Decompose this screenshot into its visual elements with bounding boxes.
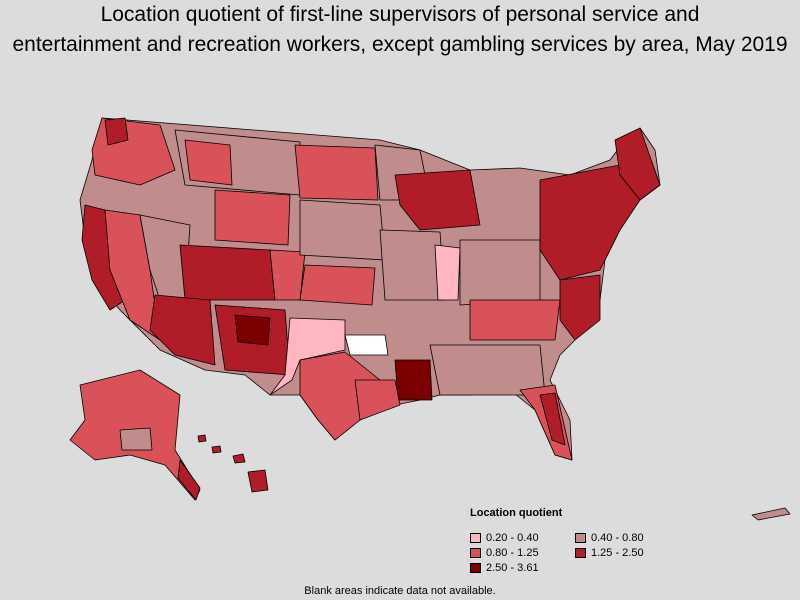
region-appalachia xyxy=(469,299,561,341)
legend-title: Location quotient xyxy=(470,507,563,519)
region-wyoming xyxy=(214,189,291,246)
title-line-1: Location quotient of first-line supervis… xyxy=(100,3,700,26)
alaska-south xyxy=(119,427,153,451)
legend-label: 0.80 - 1.25 xyxy=(486,546,539,559)
map-legend: Location quotient 0.20 - 0.40 0.40 - 0.8… xyxy=(470,507,770,574)
region-northeast xyxy=(539,164,641,281)
region-colorado-east xyxy=(269,249,306,301)
hawaii-kauai xyxy=(197,434,207,443)
region-dakotas xyxy=(294,144,379,201)
hawaii-oahu xyxy=(211,445,222,454)
hawaii-maui xyxy=(232,453,246,464)
legend-label: 0.40 - 0.80 xyxy=(591,531,644,544)
legend-label: 2.50 - 3.61 xyxy=(486,561,539,574)
region-illinois-pink xyxy=(434,244,461,301)
title-line-2: entertainment and recreation workers, ex… xyxy=(12,33,788,56)
legend-item-3: 0.80 - 1.25 xyxy=(470,546,575,559)
region-kansas-red xyxy=(299,264,376,306)
region-arizona xyxy=(149,294,216,366)
legend-swatch xyxy=(575,547,586,558)
region-florida-coast xyxy=(539,392,566,446)
legend-item-2: 0.40 - 0.80 xyxy=(575,531,680,544)
legend-item-4: 1.25 - 2.50 xyxy=(575,546,680,559)
legend-label: 1.25 - 2.50 xyxy=(591,546,644,559)
region-washington-coast xyxy=(104,117,129,146)
legend-swatch xyxy=(575,532,586,543)
region-wisconsin-michigan xyxy=(394,169,481,231)
region-atlantic-coast xyxy=(559,274,601,341)
region-utah-colorado xyxy=(179,244,276,301)
region-montana-west xyxy=(184,139,233,186)
legend-swatch xyxy=(470,562,481,573)
region-oklahoma-blank xyxy=(344,334,389,356)
legend-label: 0.20 - 0.40 xyxy=(486,531,539,544)
footnote: Blank areas indicate data not available. xyxy=(304,585,496,597)
hawaii-big-island xyxy=(247,469,269,493)
legend-swatch xyxy=(470,547,481,558)
legend-item-5: 2.50 - 3.61 xyxy=(470,561,575,574)
region-ohio-valley xyxy=(459,239,541,306)
legend-item-1: 0.20 - 0.40 xyxy=(470,531,575,544)
region-mississippi-delta xyxy=(394,359,433,401)
us-choropleth-map xyxy=(69,117,791,521)
alaska-panhandle xyxy=(177,459,201,501)
region-texas-panhandle xyxy=(269,317,346,396)
legend-swatch xyxy=(470,532,481,543)
region-east-texas-coast xyxy=(354,379,401,421)
puerto-rico xyxy=(751,507,791,521)
region-nebraska-kansas xyxy=(299,199,386,261)
region-deep-south xyxy=(429,344,546,396)
region-iowa-missouri xyxy=(379,229,446,301)
region-maine xyxy=(614,127,661,201)
region-new-mexico-core xyxy=(234,314,271,346)
map-title: Location quotient of first-line supervis… xyxy=(0,0,800,60)
